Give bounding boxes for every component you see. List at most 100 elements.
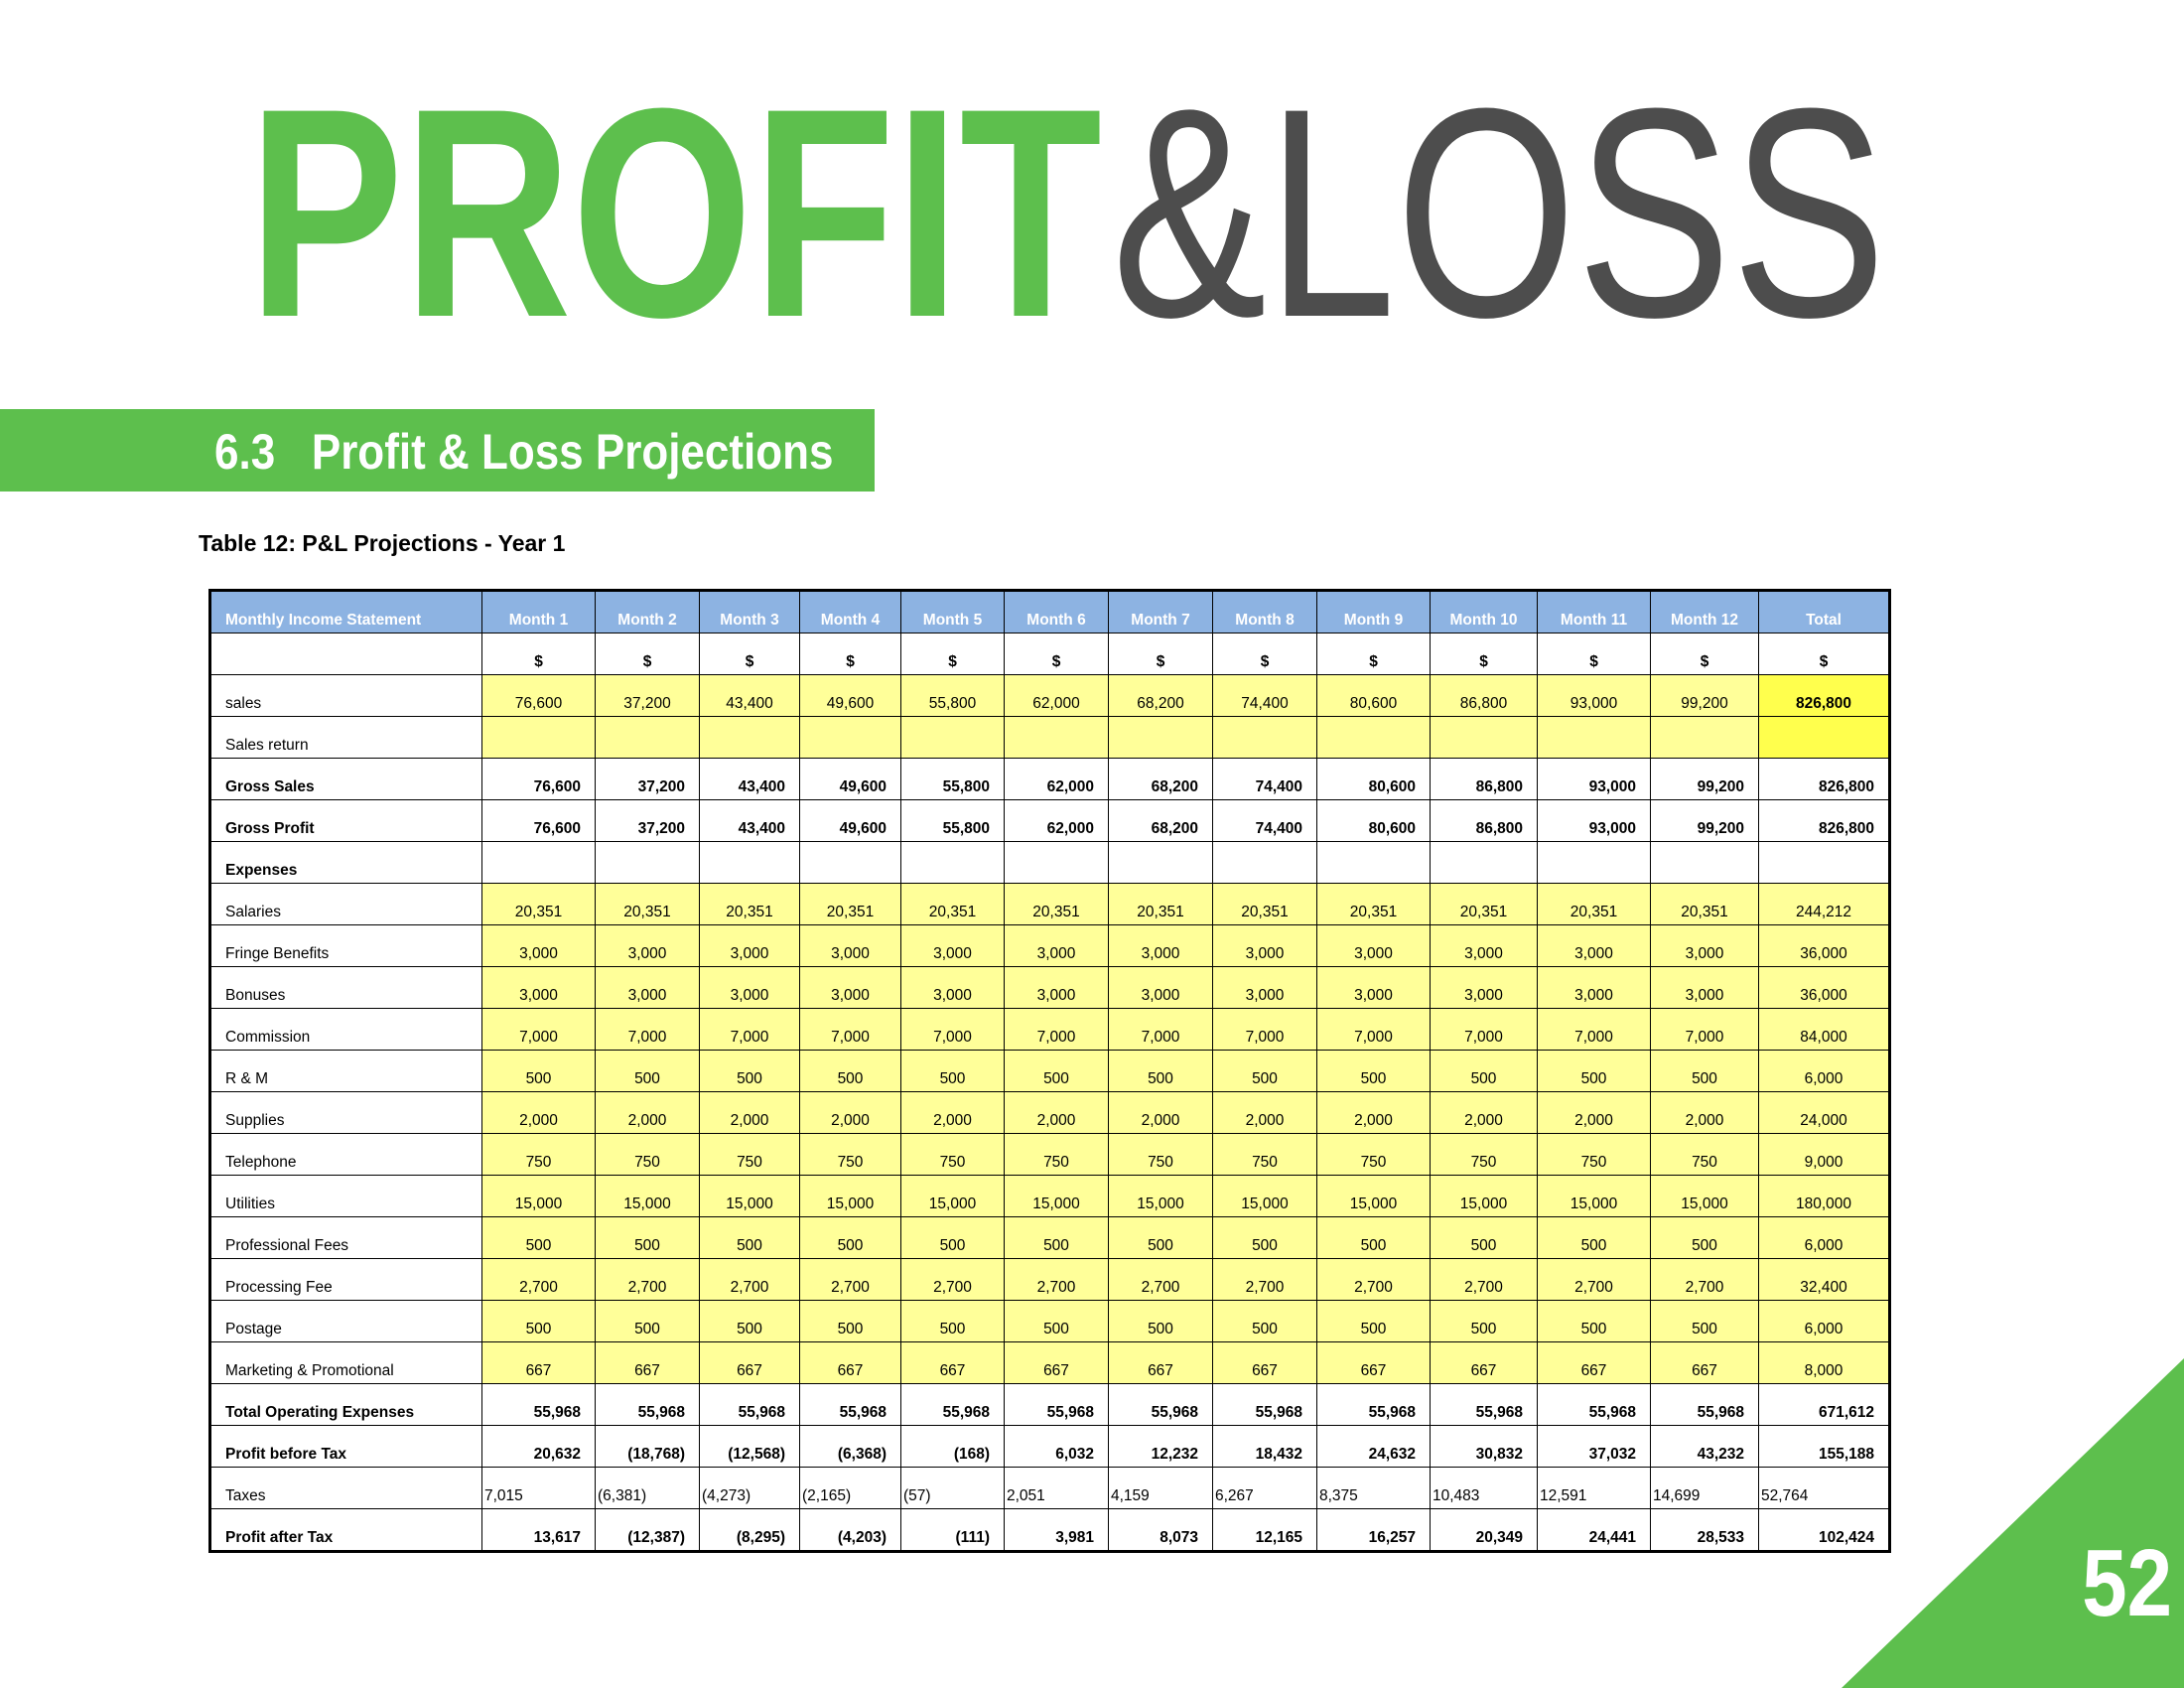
table-cell: 500 [1430,1300,1538,1342]
table-cell: 12,232 [1108,1425,1213,1468]
table-cell [1108,716,1213,759]
table-cell: 750 [799,1133,901,1176]
table-cell: 55,968 [1430,1383,1538,1426]
table-cell: 20,351 [1316,883,1431,925]
table-cell: 2,000 [799,1091,901,1134]
table-cell: 750 [699,1133,800,1176]
table-cell: 43,400 [699,799,800,842]
table-cell: 99,200 [1650,799,1759,842]
table-cell: 15,000 [595,1175,700,1217]
table-cell: 180,000 [1758,1175,1890,1217]
table-cell: 55,968 [900,1383,1005,1426]
table-cell: $ [1108,633,1213,675]
table-cell: 3,000 [900,966,1005,1009]
table-row: Postage 500 500 500 500 500 500 500 500 500 500 500… [209,1300,1890,1342]
table-cell: 667 [1537,1341,1651,1384]
table-cell: 37,032 [1537,1425,1651,1468]
table-cell: 6,000 [1758,1216,1890,1259]
table-cell: 500 [1430,1050,1538,1092]
table-row: Marketing & Promotional 667 667 667 667 667 66… [209,1341,1890,1384]
table-cell: 37,200 [595,799,700,842]
table-row: Processing Fee 2,700 2,700 2,700 2,700 2,700 2… [209,1258,1890,1301]
table-cell: (111) [900,1508,1005,1552]
table-cell: 3,981 [1004,1508,1109,1552]
table-cell: 2,051 [1004,1467,1109,1509]
table-cell: $ [595,633,700,675]
table-cell: Month 5 [900,590,1005,633]
table-row: Salaries 20,351 20,351 20,351 20,351 20,351 20… [209,883,1890,925]
table-cell: 20,351 [1108,883,1213,925]
table-cell: 93,000 [1537,758,1651,800]
table-cell: 500 [1108,1300,1213,1342]
table-cell: 2,000 [1316,1091,1431,1134]
table-cell: Taxes [209,1467,482,1509]
table-cell: 3,000 [1004,966,1109,1009]
table-cell: 500 [481,1216,596,1259]
table-cell: 14,699 [1650,1467,1759,1509]
table-cell: $ [481,633,596,675]
table-cell: Month 8 [1212,590,1317,633]
table-cell: 500 [900,1216,1005,1259]
table-cell: $ [1758,633,1890,675]
table-cell: 2,700 [1430,1258,1538,1301]
table-cell: 667 [595,1341,700,1384]
table-cell: 2,700 [1650,1258,1759,1301]
table-cell: 667 [900,1341,1005,1384]
table-cell: 4,159 [1108,1467,1213,1509]
table-cell: 3,000 [1650,924,1759,967]
table-cell [481,716,596,759]
table-row: $ $ $ $ $ $ $ $ $ $ $ $ $ [209,633,1890,675]
table-cell: 667 [1212,1341,1317,1384]
table-cell: 2,000 [481,1091,596,1134]
table-cell: 750 [1004,1133,1109,1176]
table-row: Taxes 7,015 (6,381) (4,273) (2,165) (57) 2,051… [209,1467,1890,1509]
table-cell: 2,000 [900,1091,1005,1134]
table-cell: 750 [1537,1133,1651,1176]
table-cell: 76,600 [481,758,596,800]
table-row: Bonuses 3,000 3,000 3,000 3,000 3,000 3,000 3,0… [209,966,1890,1009]
table-cell: Salaries [209,883,482,925]
table-cell: 15,000 [1108,1175,1213,1217]
table-cell: 18,432 [1212,1425,1317,1468]
table-cell: 76,600 [481,799,596,842]
table-cell: $ [1212,633,1317,675]
table-cell: $ [1537,633,1651,675]
table-cell: 10,483 [1430,1467,1538,1509]
table-cell: 93,000 [1537,799,1651,842]
table-cell: 20,351 [699,883,800,925]
table-cell: 667 [799,1341,901,1384]
table-cell: 43,232 [1650,1425,1759,1468]
table-cell: 55,968 [481,1383,596,1426]
table-cell: 2,700 [1316,1258,1431,1301]
table-cell: 9,000 [1758,1133,1890,1176]
table-cell: 24,632 [1316,1425,1431,1468]
table-cell: 37,200 [595,674,700,717]
table-cell: 32,400 [1758,1258,1890,1301]
table-cell: 12,591 [1537,1467,1651,1509]
table-cell: 500 [1212,1300,1317,1342]
table-cell: 500 [595,1050,700,1092]
table-cell: Gross Profit [209,799,482,842]
table-cell: 49,600 [799,758,901,800]
table-cell: 7,000 [699,1008,800,1051]
table-cell [481,841,596,884]
table-cell: 20,351 [481,883,596,925]
table-cell: 7,000 [1316,1008,1431,1051]
table-cell: 24,441 [1537,1508,1651,1552]
table-cell: Sales return [209,716,482,759]
table-cell: 86,800 [1430,758,1538,800]
table-cell: 15,000 [1430,1175,1538,1217]
table-cell: 3,000 [1430,966,1538,1009]
corner-triangle [1842,1358,2184,1688]
table-cell: 7,000 [799,1008,901,1051]
table-cell: 99,200 [1650,674,1759,717]
table-cell: 20,351 [799,883,901,925]
table-cell [1758,716,1890,759]
table-cell: Commission [209,1008,482,1051]
table-cell: 750 [1430,1133,1538,1176]
table-cell: 68,200 [1108,674,1213,717]
table-cell: 2,700 [1212,1258,1317,1301]
table-row: Monthly Income Statement Month 1 Month 2 Mo… [209,590,1890,633]
table-cell: 68,200 [1108,758,1213,800]
